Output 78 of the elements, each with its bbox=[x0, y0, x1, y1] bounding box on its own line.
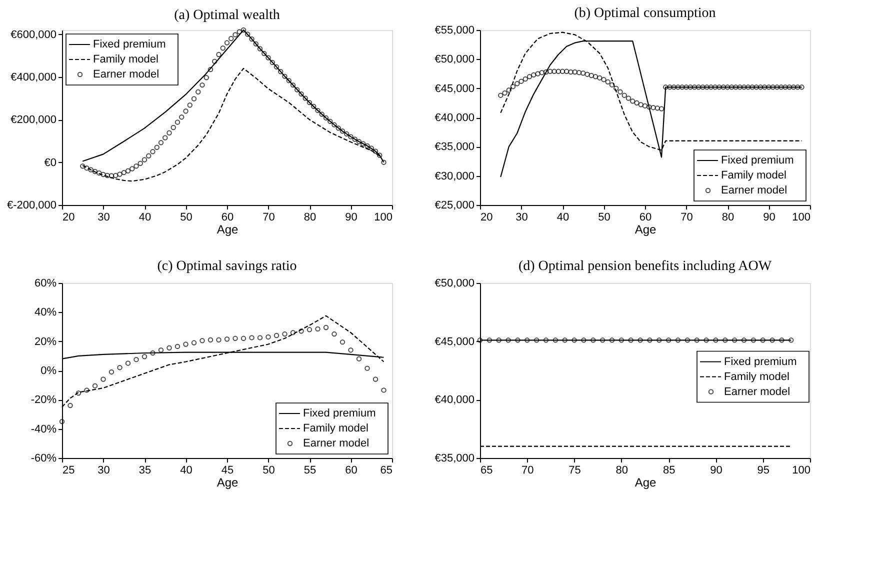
legend-label: Fixed premium bbox=[303, 408, 376, 420]
legend-label: Family model bbox=[303, 422, 368, 434]
x-tick-label: 80 bbox=[722, 212, 734, 224]
x-tick-label: 95 bbox=[757, 464, 770, 476]
x-tick-label: 60 bbox=[345, 464, 358, 476]
y-tick-label: €400,000 bbox=[10, 71, 56, 84]
chart-title: (a) Optimal wealth bbox=[174, 8, 280, 23]
x-tick-label: 20 bbox=[62, 212, 75, 224]
x-tick-label: 50 bbox=[262, 464, 275, 476]
legend-label: Earner model bbox=[724, 386, 790, 398]
x-tick-label: 100 bbox=[792, 464, 810, 476]
x-tick-label: 35 bbox=[138, 464, 152, 476]
y-tick-label: €40,000 bbox=[434, 112, 474, 124]
legend-label: Family model bbox=[93, 54, 158, 66]
y-tick-label: €-200,000 bbox=[6, 200, 56, 212]
y-tick-label: €45,000 bbox=[434, 82, 474, 95]
y-tick-label: €35,000 bbox=[434, 141, 474, 154]
x-tick-label: 90 bbox=[763, 212, 776, 224]
chart-title: (c) Optimal savings ratio bbox=[157, 259, 297, 274]
x-axis-title: Age bbox=[216, 476, 238, 490]
y-tick-label: €0 bbox=[44, 156, 56, 169]
y-tick-label: €55,000 bbox=[434, 24, 474, 36]
x-tick-label: 45 bbox=[221, 464, 234, 476]
x-tick-label: 40 bbox=[180, 464, 192, 476]
legend-label: Family model bbox=[721, 170, 786, 182]
x-tick-label: 70 bbox=[680, 212, 693, 224]
x-tick-label: 90 bbox=[345, 212, 358, 224]
y-tick-label: -20% bbox=[30, 394, 57, 406]
x-tick-label: 30 bbox=[98, 212, 110, 224]
x-tick-label: 85 bbox=[662, 464, 676, 476]
legend-label: Fixed premium bbox=[724, 356, 797, 368]
y-tick-label: €600,000 bbox=[10, 28, 56, 41]
legend-label: Earner model bbox=[303, 438, 370, 450]
legend-label: Earner model bbox=[93, 68, 160, 80]
y-tick-label: €50,000 bbox=[434, 278, 474, 290]
legend-label: Family model bbox=[724, 370, 790, 383]
y-tick-label: 20% bbox=[34, 336, 57, 348]
legend-label: Fixed premium bbox=[721, 154, 794, 166]
x-axis-title: Age bbox=[634, 476, 656, 490]
x-tick-label: 100 bbox=[792, 212, 810, 224]
x-axis-title: Age bbox=[216, 222, 238, 236]
x-tick-label: 40 bbox=[138, 212, 152, 224]
x-tick-label: 70 bbox=[522, 464, 534, 476]
x-tick-label: 60 bbox=[221, 212, 234, 224]
x-axis-title: Age bbox=[634, 222, 656, 236]
x-tick-label: 70 bbox=[262, 212, 275, 224]
y-tick-label: 60% bbox=[34, 278, 57, 290]
y-tick-label: €25,000 bbox=[434, 200, 474, 212]
y-tick-label: -40% bbox=[30, 423, 57, 436]
x-tick-label: 50 bbox=[180, 212, 192, 224]
x-tick-label: 100 bbox=[374, 212, 392, 224]
x-tick-label: 90 bbox=[710, 464, 722, 476]
chart-title: (b) Optimal consumption bbox=[574, 6, 716, 21]
y-tick-label: €30,000 bbox=[434, 170, 474, 182]
y-tick-label: 0% bbox=[40, 365, 57, 377]
y-tick-label: €45,000 bbox=[434, 336, 474, 348]
x-tick-label: 55 bbox=[304, 464, 316, 476]
x-tick-label: 65 bbox=[480, 464, 493, 476]
x-tick-label: 80 bbox=[304, 212, 316, 224]
x-tick-label: 60 bbox=[639, 212, 652, 224]
x-tick-label: 75 bbox=[568, 464, 581, 476]
x-tick-label: 50 bbox=[598, 212, 610, 224]
x-tick-label: 80 bbox=[616, 464, 628, 476]
y-tick-label: €200,000 bbox=[10, 114, 56, 126]
x-tick-label: 65 bbox=[380, 464, 392, 476]
x-tick-label: 20 bbox=[480, 212, 493, 224]
chart-title: (d) Optimal pension benefits including AOW bbox=[518, 259, 772, 274]
y-tick-label: 40% bbox=[34, 306, 57, 319]
y-tick-label: €40,000 bbox=[434, 394, 474, 406]
x-tick-label: 30 bbox=[516, 212, 528, 224]
legend-label: Earner model bbox=[721, 184, 788, 196]
y-tick-label: €35,000 bbox=[434, 452, 474, 464]
x-tick-label: 30 bbox=[98, 464, 110, 476]
legend-label: Fixed premium bbox=[93, 38, 166, 50]
y-tick-label: €50,000 bbox=[434, 54, 474, 66]
y-tick-label: -60% bbox=[30, 452, 57, 464]
x-tick-label: 25 bbox=[62, 464, 75, 476]
x-tick-label: 40 bbox=[556, 212, 570, 224]
